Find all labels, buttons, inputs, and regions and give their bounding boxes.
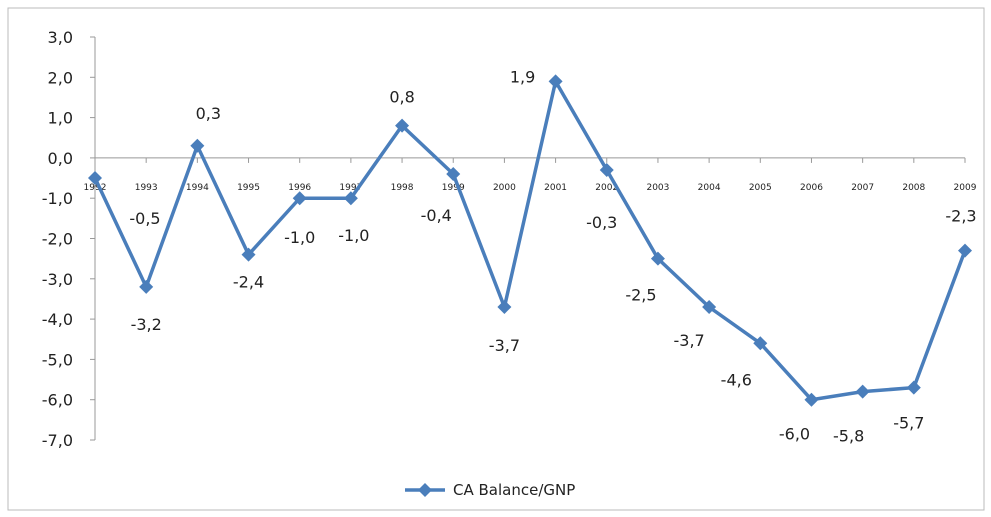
x-tick-label: 1996 — [288, 183, 311, 193]
y-tick-label: -7,0 — [42, 431, 73, 450]
value-label: -3,7 — [674, 331, 705, 350]
value-label: -0,5 — [129, 209, 160, 228]
x-tick-label: 2004 — [698, 183, 721, 193]
y-tick-label: -5,0 — [42, 350, 73, 369]
point-marker — [753, 336, 768, 351]
point-marker — [599, 162, 614, 177]
x-tick-label: 2008 — [902, 183, 925, 193]
value-label: -5,7 — [893, 414, 924, 433]
point-marker — [292, 191, 307, 206]
series-line — [93, 76, 967, 402]
y-tick-label: -6,0 — [42, 391, 73, 410]
point-marker — [855, 384, 870, 399]
x-tick-label: 2007 — [851, 183, 874, 193]
point-marker — [190, 138, 205, 153]
y-tick-label: 2,0 — [48, 68, 73, 87]
point-marker — [343, 191, 358, 206]
value-label: -1,0 — [284, 228, 315, 247]
y-tick-label: -2,0 — [42, 230, 73, 249]
value-label: -6,0 — [779, 425, 810, 444]
value-label: 1,9 — [510, 67, 535, 86]
x-tick-label: 2003 — [646, 183, 669, 193]
value-label: -2,3 — [945, 207, 976, 226]
value-label: -5,8 — [833, 427, 864, 446]
legend-label: CA Balance/GNP — [453, 481, 575, 499]
value-label: -2,4 — [233, 273, 264, 292]
point-marker — [139, 279, 154, 294]
x-tick-label: 2002 — [595, 183, 618, 193]
y-tick-label: -3,0 — [42, 270, 73, 289]
x-tick-label: 1995 — [237, 183, 260, 193]
y-tick-label: -1,0 — [42, 189, 73, 208]
value-label: -4,6 — [721, 370, 752, 389]
value-label: -3,7 — [489, 336, 520, 355]
point-marker — [497, 300, 512, 315]
x-tick-label: 1994 — [186, 183, 209, 193]
value-label: 0,3 — [196, 104, 221, 123]
x-tick-label: 1993 — [135, 183, 158, 193]
x-tick-label: 1998 — [391, 183, 414, 193]
point-marker — [446, 167, 461, 182]
value-label: -0,3 — [586, 213, 617, 232]
value-label: -2,5 — [625, 286, 656, 305]
value-label: 0,8 — [389, 88, 414, 107]
value-label: -3,2 — [131, 315, 162, 334]
value-label: -0,4 — [421, 206, 452, 225]
point-marker — [702, 300, 717, 315]
value-label: -1,0 — [338, 226, 369, 245]
y-tick-label: -4,0 — [42, 310, 73, 329]
point-marker — [650, 251, 665, 266]
point-marker — [548, 74, 563, 89]
point-marker — [906, 380, 921, 395]
x-tick-label: 2009 — [954, 183, 977, 193]
y-tick-label: 1,0 — [48, 109, 73, 128]
point-marker — [395, 118, 410, 133]
x-tick-label: 1999 — [442, 183, 465, 193]
x-tick-label: 2005 — [749, 183, 772, 193]
x-tick-label: 2006 — [800, 183, 823, 193]
x-tick-label: 2000 — [493, 183, 516, 193]
y-tick-label: 3,0 — [48, 28, 73, 47]
x-tick-label: 1997 — [339, 183, 362, 193]
x-tick-label: 2001 — [544, 183, 567, 193]
point-marker — [804, 392, 819, 407]
chart-border — [7, 7, 985, 511]
y-tick-label: 0,0 — [48, 149, 73, 168]
point-marker — [958, 243, 972, 258]
x-tick-label: 1992 — [84, 183, 107, 193]
point-marker — [241, 247, 256, 262]
legend-marker — [418, 483, 432, 497]
point-marker — [88, 171, 102, 186]
